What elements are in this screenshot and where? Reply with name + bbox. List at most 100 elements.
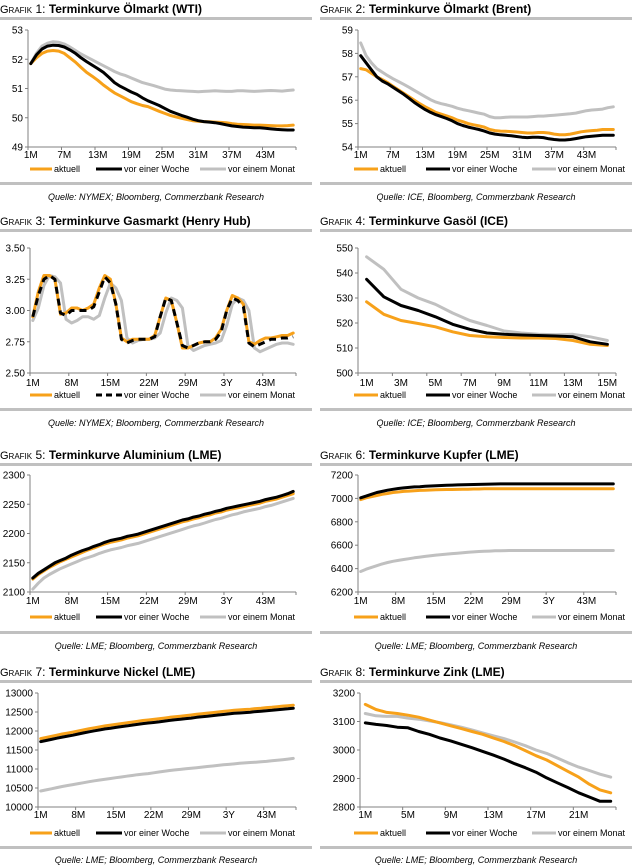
y-tick-label: 500: [336, 369, 353, 380]
chart-source: Quelle: LME; Bloomberg, Commerzbank Rese…: [54, 641, 258, 651]
x-tick-label: 7M: [386, 150, 400, 161]
legend-label: vor einem Monat: [228, 828, 296, 838]
x-tick-label: 15M: [106, 810, 125, 821]
x-tick-label: 1M: [354, 150, 368, 161]
line-chart: 2800 2900 3000 3100 3200 1M 5M 9M 13M 17M 21M aktue…: [333, 689, 626, 839]
legend-item-aktuell: aktuell: [30, 164, 80, 174]
chart-panel: Grafik 5: Terminkurve Aluminium (LME) 210…: [0, 0, 312, 862]
series-line-monat: [363, 712, 613, 779]
x-tick-label: 1M: [354, 596, 368, 607]
chart-number: 5:: [32, 448, 49, 462]
y-tick-label: 3100: [333, 717, 356, 728]
legend-label: aktuell: [380, 390, 406, 400]
legend-label: vor einem Monat: [228, 612, 296, 622]
x-tick-label: 1M: [24, 150, 38, 161]
y-tick-label: 6800: [331, 517, 354, 528]
legend-label: vor einem Monat: [228, 164, 296, 174]
x-tick-label: 37M: [544, 150, 563, 161]
line-chart: 10000 10500 11000 11500 12000 12500 13000 1M 8M 1…: [5, 689, 297, 838]
source-rule: [320, 846, 632, 849]
chart-prefix: Grafik: [0, 450, 33, 462]
x-tick-label: 7M: [463, 378, 477, 389]
chart-title: Grafik 4: Terminkurve Gasöl (ICE): [320, 214, 508, 228]
x-tick-label: 1M: [26, 596, 40, 607]
y-tick-label: 7000: [331, 494, 354, 505]
chart-source: Quelle: ICE, Bloomberg, Commerzbank Rese…: [376, 192, 576, 202]
legend-label: vor einer Woche: [124, 164, 189, 174]
legend-label: vor einer Woche: [452, 828, 517, 838]
x-tick-label: 43M: [256, 150, 275, 161]
chart-number: 7:: [32, 665, 49, 679]
y-tick-label: 550: [336, 244, 353, 255]
x-tick-label: 25M: [155, 150, 174, 161]
x-tick-label: 15M: [426, 596, 445, 607]
chart-prefix: Grafik: [320, 4, 353, 16]
chart-title-text: Terminkurve Kupfer (LME): [368, 448, 519, 462]
legend-label: aktuell: [380, 828, 406, 838]
chart-panel: Grafik 8: Terminkurve Zink (LME) 2800 2900…: [320, 0, 632, 865]
legend-item-woche: vor einer Woche: [426, 164, 517, 174]
series-line-woche: [363, 721, 613, 803]
x-tick-label: 31M: [189, 150, 208, 161]
line-chart: 2100 2150 2200 2250 2300 1M 8M 15M 22M 29M 3Y 43M ak…: [3, 471, 297, 622]
y-tick-label: 2250: [3, 500, 26, 511]
chart-prefix: Grafik: [320, 216, 353, 228]
source-rule: [0, 631, 312, 634]
x-tick-label: 21M: [569, 810, 588, 821]
y-tick-label: 54: [342, 143, 354, 154]
x-tick-label: 3Y: [543, 596, 556, 607]
chart-panel: Grafik 7: Terminkurve Nickel (LME) 10000 1…: [0, 0, 312, 865]
legend-item-aktuell: aktuell: [30, 390, 80, 400]
y-tick-label: 2900: [333, 774, 356, 785]
title-rule: [320, 17, 632, 20]
title-rule: [320, 463, 632, 466]
series-line-aktuell: [29, 49, 295, 128]
series-line-monat: [365, 255, 609, 342]
legend-item-woche: vor einer Woche: [96, 164, 189, 174]
chart-title: Grafik 1: Terminkurve Ölmarkt (WTI): [0, 2, 202, 16]
series-line-aktuell: [363, 702, 613, 795]
source-rule: [320, 408, 632, 411]
series-line-monat: [31, 274, 295, 354]
x-tick-label: 7M: [57, 150, 71, 161]
y-tick-label: 11500: [6, 746, 34, 757]
legend-item-woche: vor einer Woche: [426, 612, 517, 622]
chart-title: Grafik 6: Terminkurve Kupfer (LME): [320, 448, 519, 462]
legend-item-woche: vor einer Woche: [426, 828, 517, 838]
x-tick-label: 11M: [529, 378, 548, 389]
y-tick-label: 12000: [5, 727, 33, 738]
y-tick-label: 540: [336, 269, 353, 280]
legend-item-aktuell: aktuell: [354, 390, 406, 400]
y-tick-label: 3200: [333, 689, 356, 700]
legend-label: vor einem Monat: [558, 164, 626, 174]
series-line-woche: [31, 489, 295, 580]
y-tick-label: 10000: [5, 803, 33, 814]
legend-item-monat: vor einem Monat: [200, 164, 296, 174]
y-tick-label: 3.00: [6, 306, 26, 317]
legend-label: vor einer Woche: [452, 164, 517, 174]
line-chart: 6200 6400 6600 6800 7000 7200 1M 8M 15M 22M 29M 3Y 4…: [331, 471, 626, 623]
legend-item-aktuell: aktuell: [354, 828, 406, 838]
y-tick-label: 2800: [333, 803, 356, 814]
chart-title-text: Terminkurve Zink (LME): [368, 665, 505, 679]
x-tick-label: 43M: [577, 596, 596, 607]
legend-label: aktuell: [380, 612, 406, 622]
title-rule: [320, 680, 632, 683]
x-tick-label: 15M: [101, 596, 120, 607]
series-line-woche: [29, 43, 295, 132]
y-tick-label: 12500: [5, 708, 33, 719]
legend-item-aktuell: aktuell: [354, 164, 406, 174]
series-line-woche: [39, 706, 295, 744]
x-tick-label: 3Y: [221, 378, 234, 389]
x-tick-label: 29M: [501, 596, 520, 607]
x-tick-label: 17M: [526, 810, 545, 821]
x-tick-label: 43M: [256, 378, 275, 389]
chart-title-text: Terminkurve Ölmarkt (WTI): [48, 2, 202, 16]
x-tick-label: 29M: [178, 596, 197, 607]
chart-number: 4:: [352, 214, 369, 228]
chart-number: 6:: [352, 448, 369, 462]
y-tick-label: 57: [342, 72, 354, 83]
legend-item-woche: vor einer Woche: [96, 390, 189, 400]
legend-label: vor einer Woche: [452, 390, 517, 400]
title-rule: [0, 17, 312, 20]
